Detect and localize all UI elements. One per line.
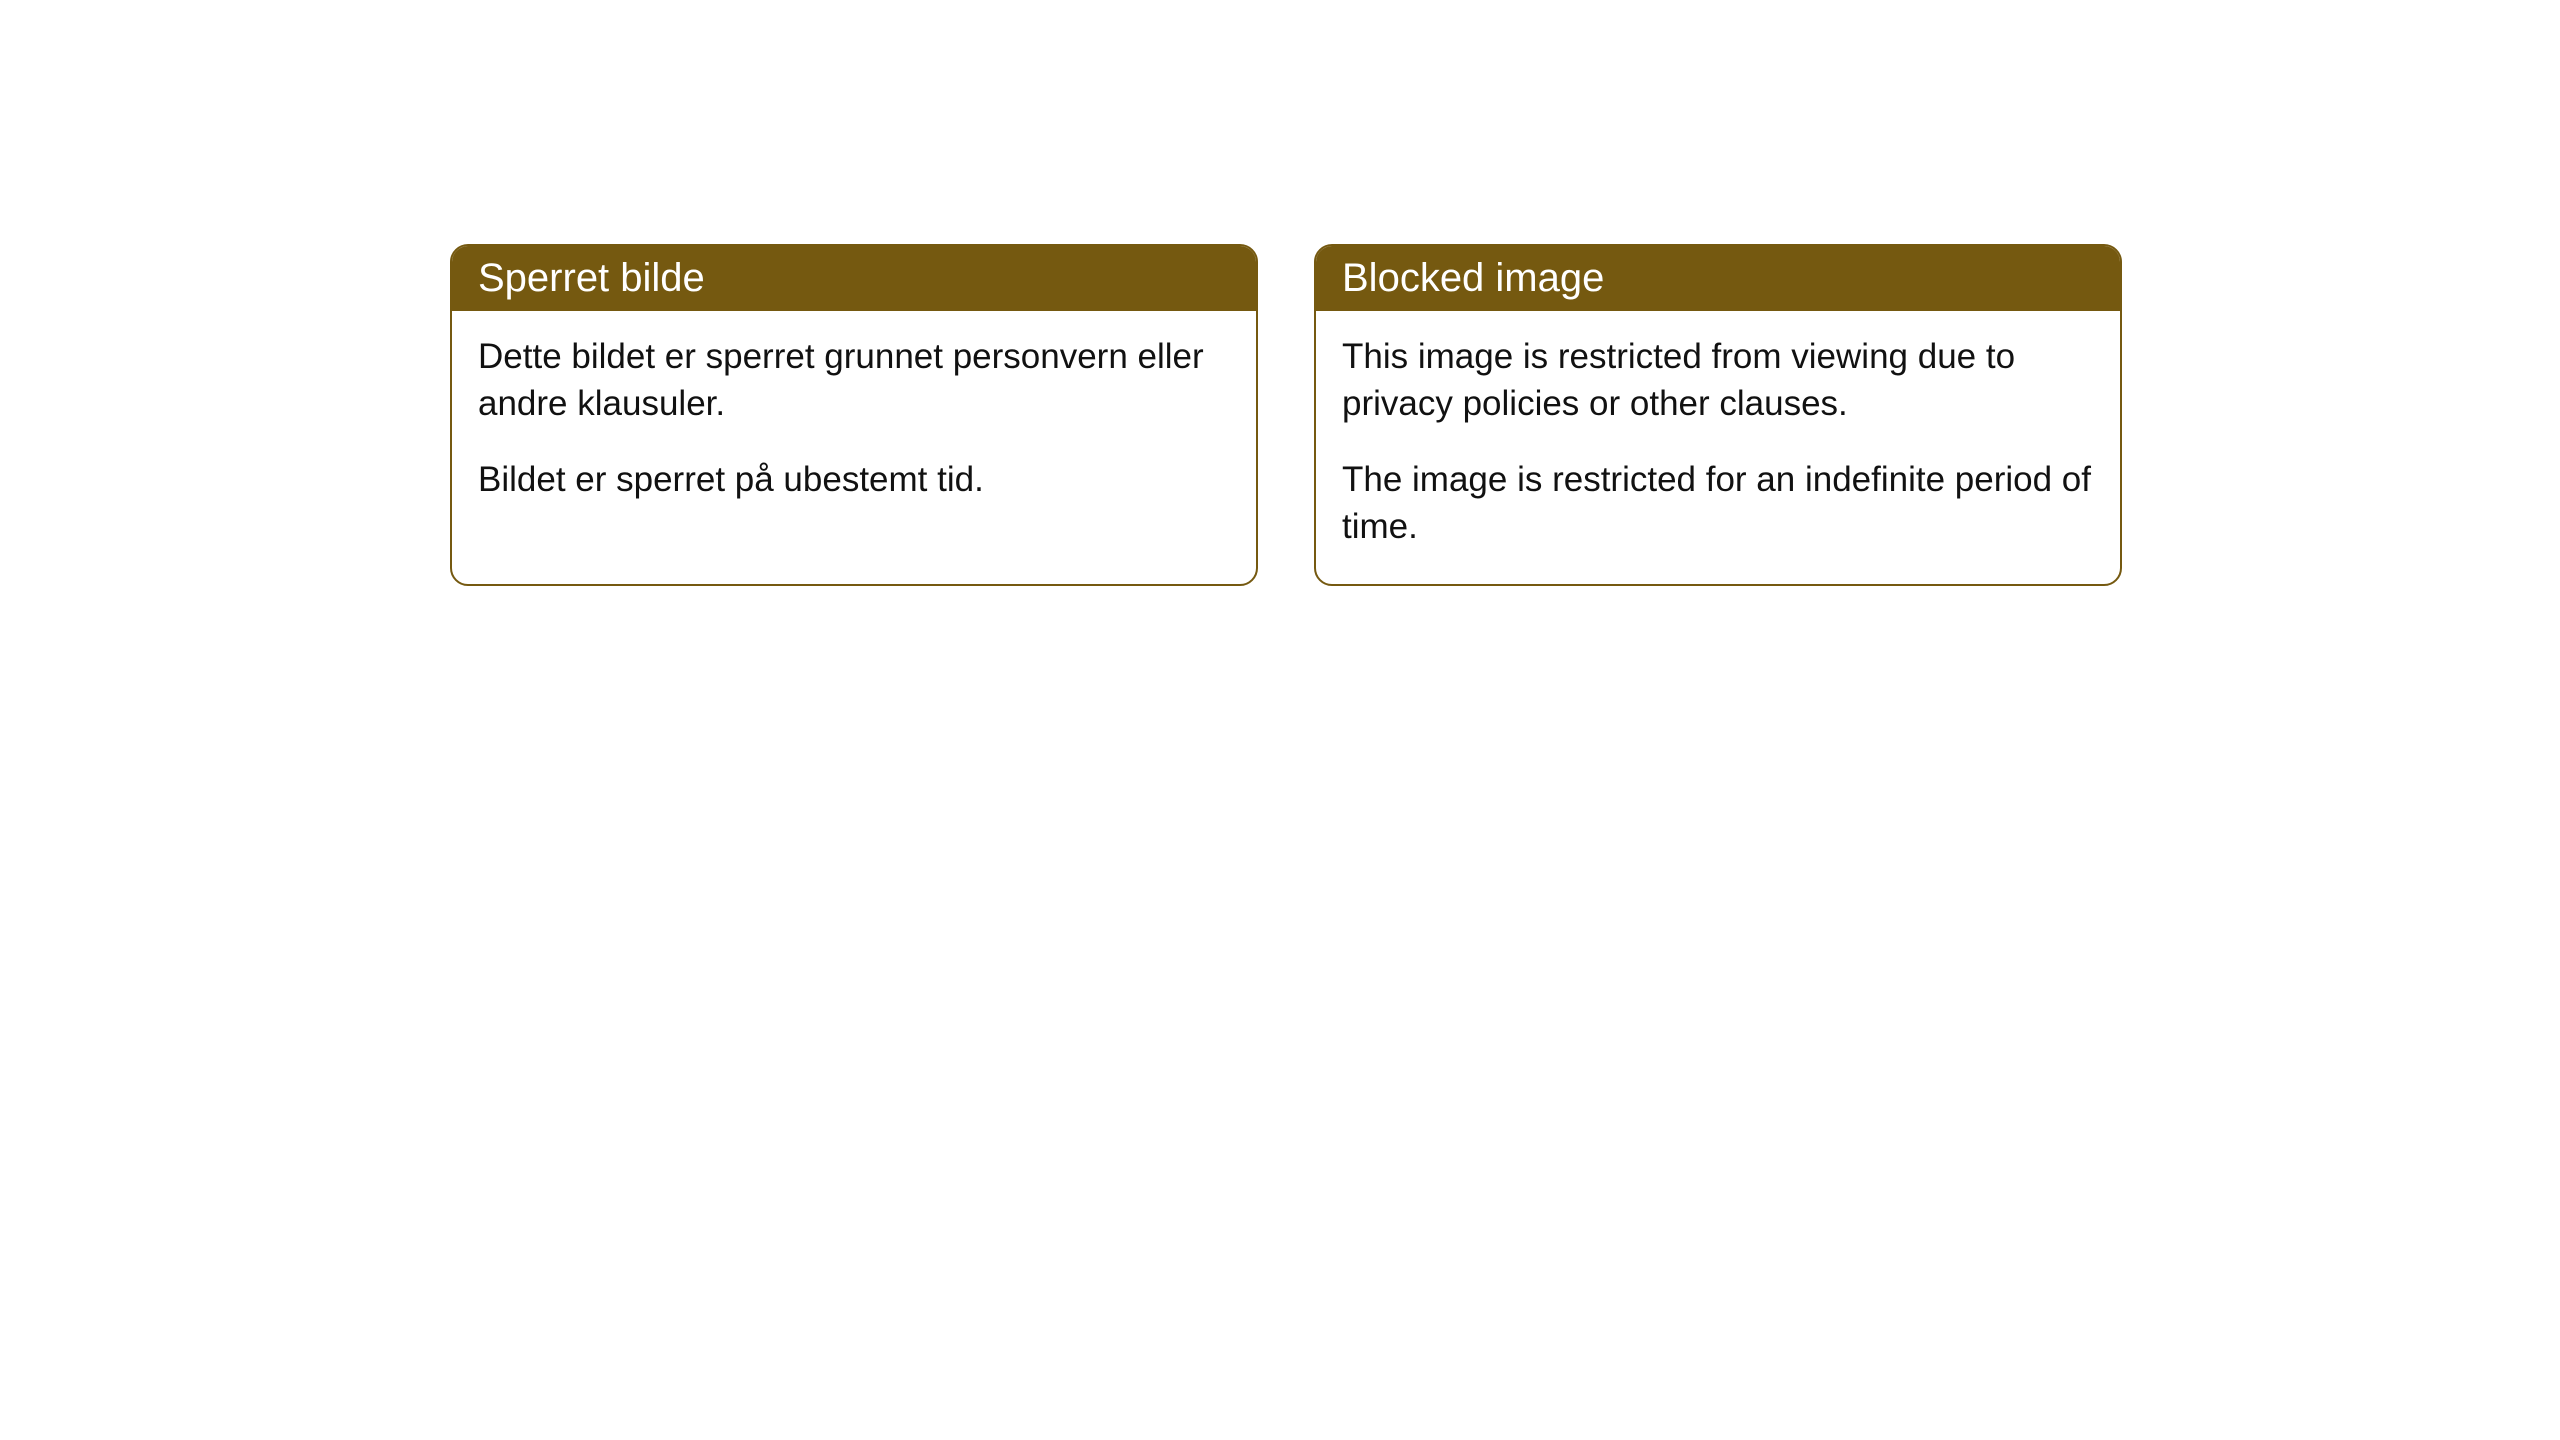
card-paragraph: Dette bildet er sperret grunnet personve… (478, 333, 1230, 428)
card-title: Sperret bilde (478, 256, 705, 300)
card-header: Sperret bilde (452, 246, 1256, 311)
card-title: Blocked image (1342, 256, 1604, 300)
card-header: Blocked image (1316, 246, 2120, 311)
card-paragraph: This image is restricted from viewing du… (1342, 333, 2094, 428)
blocked-image-card-no: Sperret bilde Dette bildet er sperret gr… (450, 244, 1258, 586)
card-body: Dette bildet er sperret grunnet personve… (452, 311, 1256, 537)
card-paragraph: The image is restricted for an indefinit… (1342, 456, 2094, 551)
card-body: This image is restricted from viewing du… (1316, 311, 2120, 584)
blocked-image-card-en: Blocked image This image is restricted f… (1314, 244, 2122, 586)
notice-cards-container: Sperret bilde Dette bildet er sperret gr… (450, 244, 2122, 586)
card-paragraph: Bildet er sperret på ubestemt tid. (478, 456, 1230, 503)
